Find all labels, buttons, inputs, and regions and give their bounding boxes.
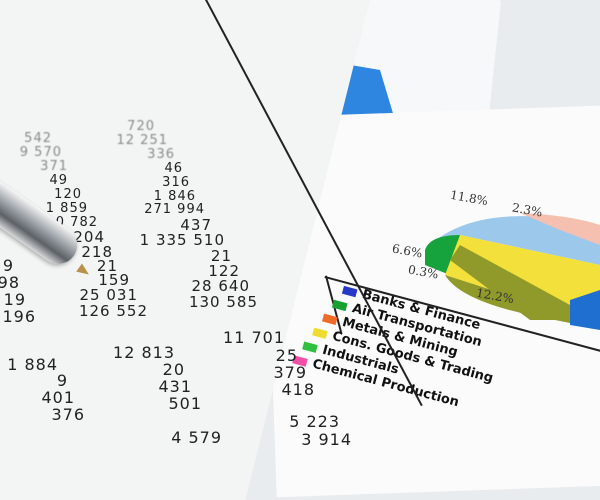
table-cell: 3 914 bbox=[301, 430, 352, 449]
table-cell: 501 bbox=[168, 394, 202, 413]
table-cell: 120 bbox=[54, 187, 82, 202]
table-cell: 21 bbox=[96, 257, 118, 275]
table-cell: 28 640 bbox=[191, 277, 250, 295]
table-cell: 159 bbox=[98, 271, 130, 289]
legend-swatch bbox=[341, 285, 358, 298]
table-cell: 25 031 bbox=[79, 286, 138, 304]
table-cell: 218 bbox=[81, 243, 113, 261]
pie-slice-yellow bbox=[445, 235, 600, 315]
table-cell: 418 bbox=[281, 380, 315, 399]
table-cell: 25 bbox=[275, 346, 298, 365]
pie-slice-olive-body bbox=[450, 245, 570, 320]
legend-swatch bbox=[302, 341, 318, 353]
table-cell: 98 bbox=[0, 273, 20, 292]
table-cell: 1 859 bbox=[45, 201, 88, 216]
pie-slice-peach bbox=[520, 213, 600, 245]
table-cell: 720 bbox=[127, 119, 155, 134]
table-cell: 376 bbox=[51, 405, 85, 424]
table-cell: 9 bbox=[2, 256, 14, 275]
table-cell: 9 bbox=[56, 371, 68, 390]
table-cell: 336 bbox=[147, 147, 175, 162]
legend-swatch bbox=[312, 327, 328, 339]
table-cell: 46 bbox=[164, 161, 183, 176]
table-cell: 9 570 bbox=[19, 145, 62, 160]
table-cell: 379 bbox=[273, 363, 307, 382]
table-cell: 431 bbox=[158, 377, 192, 396]
pie-slice-blue bbox=[570, 290, 600, 330]
table-cell: 0 782 bbox=[55, 215, 98, 230]
table-cell: 1 884 bbox=[7, 355, 58, 374]
pie-chart bbox=[425, 213, 600, 330]
table-cell: 19 bbox=[3, 290, 26, 309]
table-cell: 4 579 bbox=[171, 428, 222, 447]
table-cell: 49 bbox=[49, 173, 68, 188]
table-cell: 12 251 bbox=[116, 133, 168, 148]
table-cell: 21 bbox=[210, 247, 232, 265]
table-cell: 401 bbox=[41, 388, 75, 407]
table-cell: 126 552 bbox=[78, 302, 148, 320]
table-cell: 12 813 bbox=[113, 343, 175, 362]
table-cell: 371 bbox=[40, 159, 68, 174]
table-cell: 5 223 bbox=[289, 412, 340, 431]
table-cell: 11 701 bbox=[223, 328, 285, 347]
table-cell: 1 335 510 bbox=[139, 231, 225, 249]
table-cell: 204 bbox=[73, 228, 105, 246]
table-cell: 196 bbox=[2, 307, 36, 326]
legend-swatch bbox=[322, 313, 338, 326]
table-cell: 437 bbox=[180, 216, 212, 234]
table-cell: 20 bbox=[162, 360, 185, 379]
table-cell: 542 bbox=[24, 131, 52, 146]
table-cell: 122 bbox=[208, 262, 240, 280]
table-cell: 130 585 bbox=[188, 293, 258, 311]
table-cell: 271 994 bbox=[144, 202, 205, 217]
legend-swatch bbox=[331, 299, 348, 312]
table-cell: 316 bbox=[162, 175, 190, 190]
table-cell: 1 846 bbox=[153, 189, 196, 204]
